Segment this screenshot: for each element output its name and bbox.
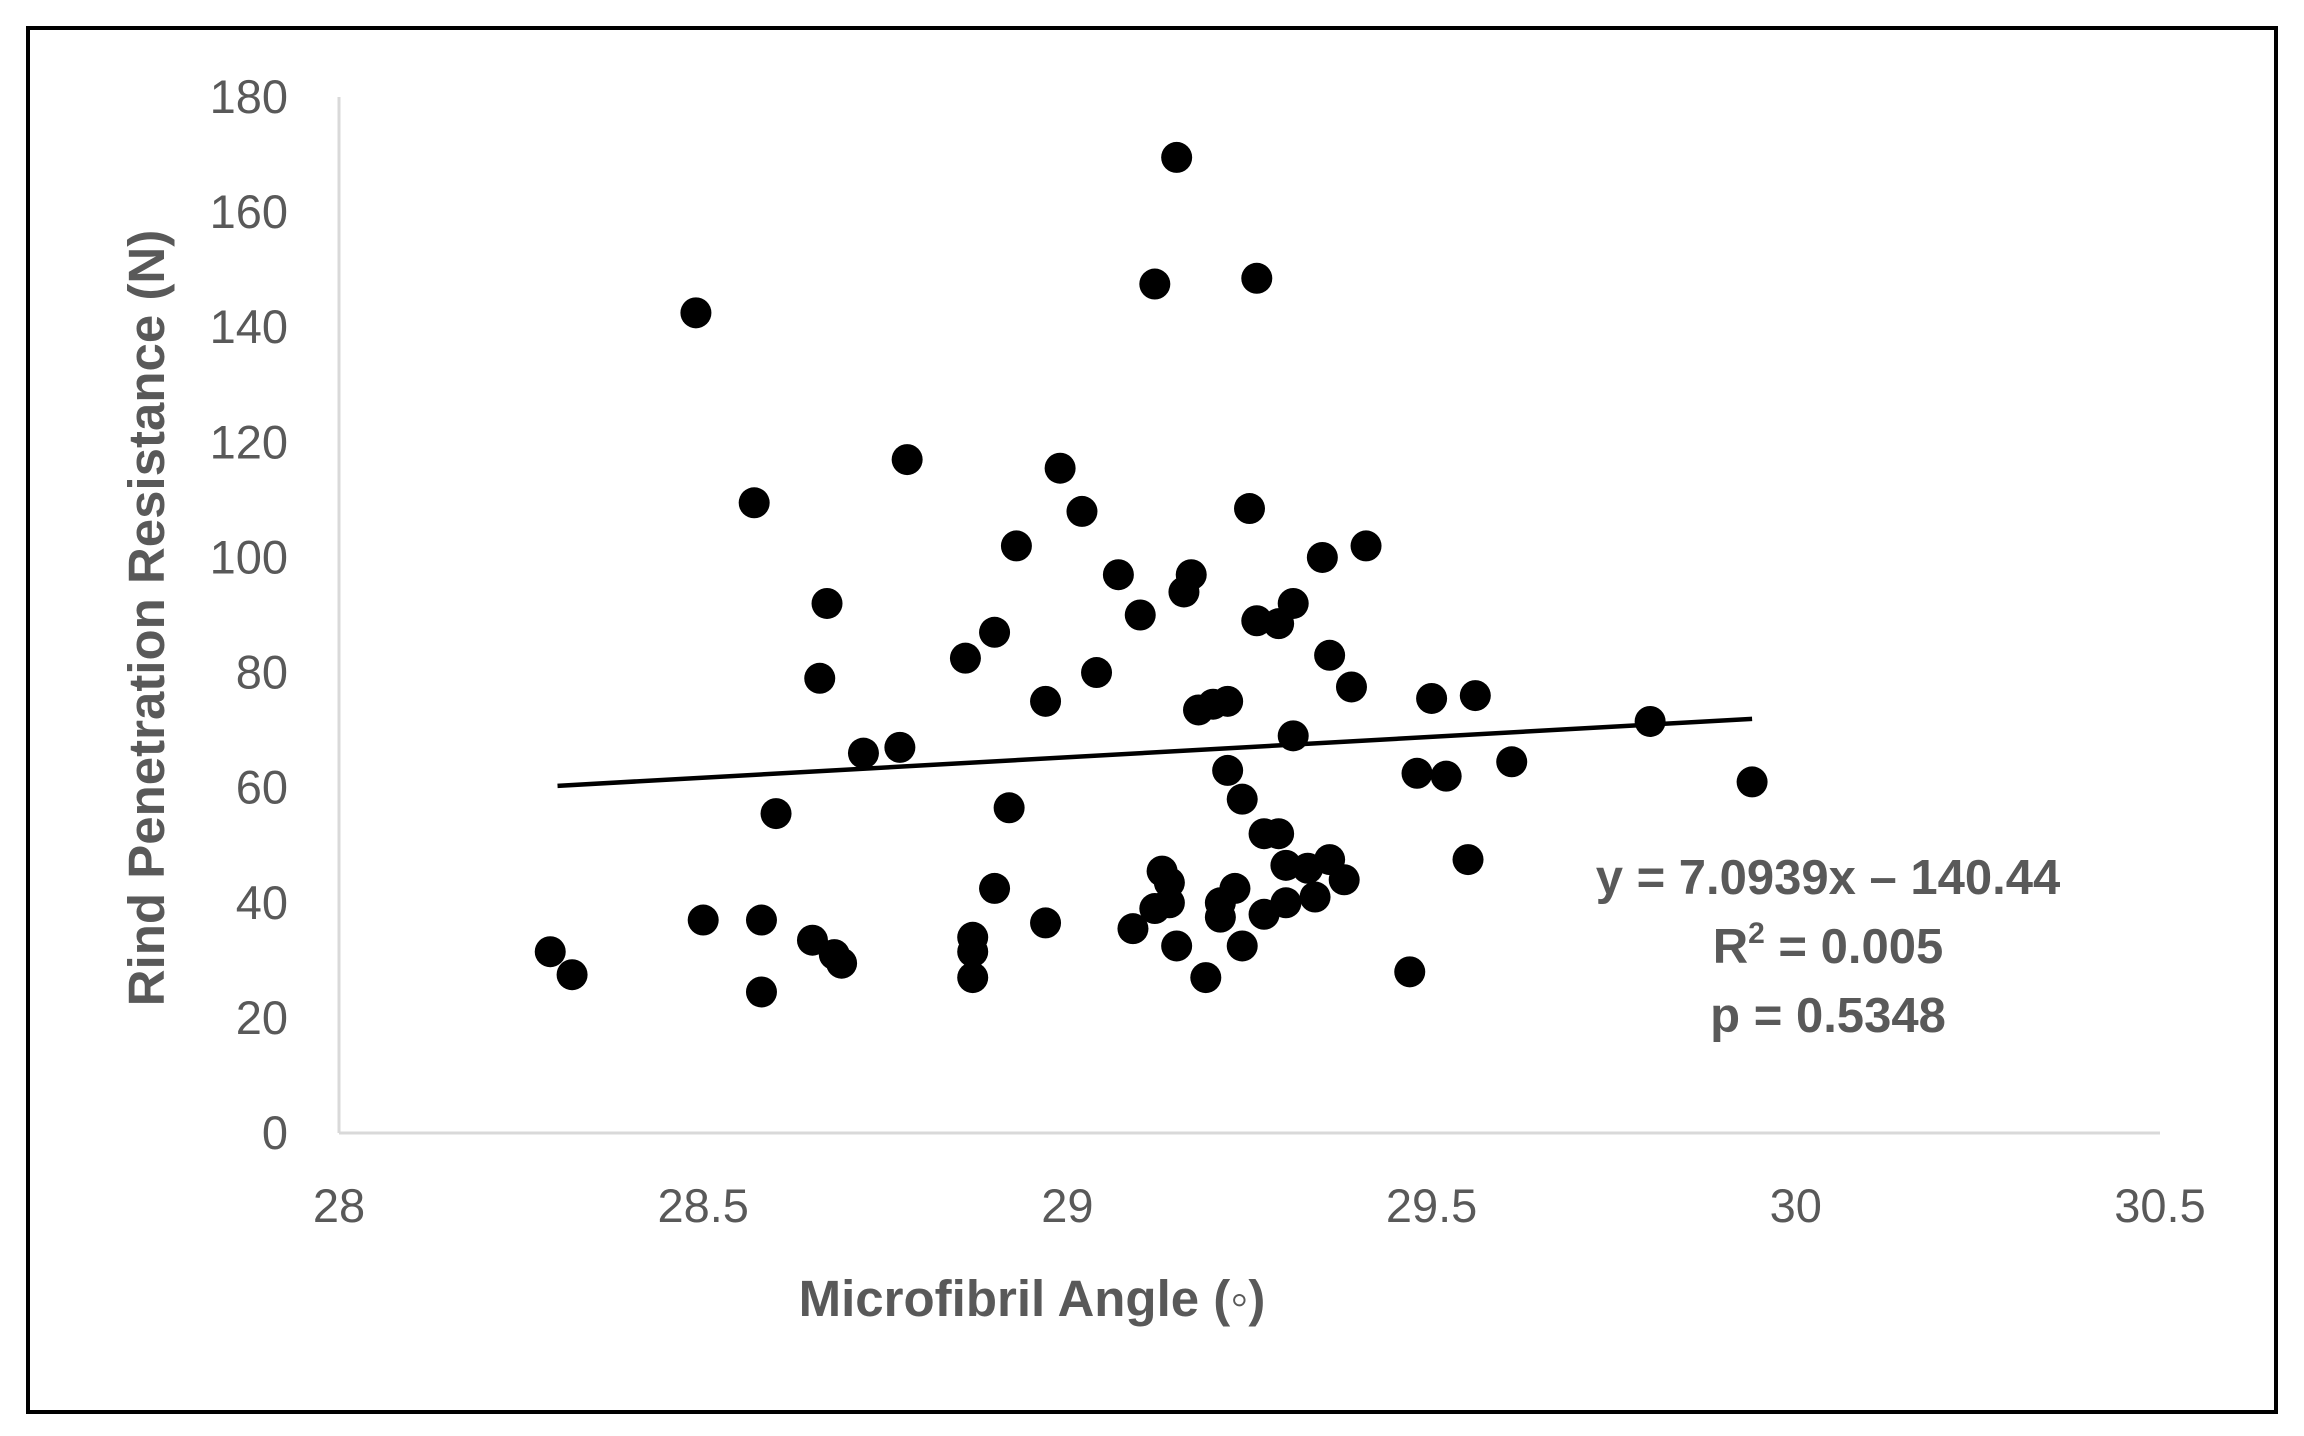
y-tick-label: 20	[236, 991, 288, 1044]
data-point	[687, 904, 719, 936]
data-point	[1496, 746, 1528, 778]
data-point	[1030, 907, 1062, 939]
data-point	[1416, 682, 1448, 714]
data-point	[1117, 913, 1149, 945]
outer-border	[26, 26, 2278, 1414]
y-tick-label: 180	[210, 70, 288, 123]
data-point	[1401, 757, 1433, 789]
data-point	[1234, 493, 1265, 525]
p-value-label: p = 0.5348	[1710, 989, 1946, 1043]
trendline-layer	[557, 716, 1753, 789]
data-point	[979, 872, 1011, 904]
data-points	[534, 141, 1768, 1008]
data-point	[1066, 495, 1098, 527]
data-point	[811, 587, 843, 619]
data-point	[1175, 559, 1207, 591]
data-point	[760, 798, 792, 830]
data-point	[1030, 685, 1062, 717]
x-tick-label: 29.5	[1386, 1179, 1477, 1232]
data-point	[949, 642, 981, 674]
data-point	[1459, 680, 1491, 712]
data-point	[1212, 685, 1244, 717]
data-point	[1270, 887, 1302, 919]
y-tick-label: 80	[236, 646, 288, 699]
data-point	[979, 616, 1011, 648]
data-point	[1241, 262, 1273, 294]
y-tick-label: 140	[210, 300, 288, 353]
data-point	[796, 924, 828, 956]
x-tick-label: 29	[1041, 1179, 1093, 1232]
data-point	[1350, 530, 1382, 562]
x-tick-label: 30	[1770, 1179, 1822, 1232]
x-tick-label: 28	[313, 1179, 365, 1232]
r-squared-label: R2 = 0.005	[1713, 917, 1944, 974]
x-axis-title: Microfibril Angle (◦)	[799, 1270, 1266, 1327]
data-point	[1299, 881, 1331, 913]
data-point	[957, 962, 989, 994]
data-point	[891, 444, 923, 476]
y-tick-label: 60	[236, 761, 288, 814]
data-point	[1124, 599, 1156, 631]
data-point	[1634, 705, 1666, 737]
x-tick-label: 30.5	[2114, 1179, 2205, 1232]
data-point	[1190, 962, 1222, 994]
y-tick-label: 40	[236, 876, 288, 929]
data-point	[1277, 587, 1309, 619]
data-point	[1226, 930, 1258, 962]
data-point	[1263, 818, 1295, 850]
data-point	[1430, 760, 1462, 792]
y-axis-title: Rind Penetration Resistance (N)	[118, 230, 175, 1006]
data-point	[957, 936, 989, 968]
trendline	[557, 716, 1753, 789]
y-tick-label: 100	[210, 530, 288, 583]
data-point	[1081, 657, 1113, 689]
data-point	[1328, 864, 1360, 896]
y-tick-label: 0	[262, 1106, 288, 1159]
data-point	[1452, 844, 1484, 876]
data-point	[826, 947, 858, 979]
r-squared-superscript: 2	[1748, 917, 1765, 950]
data-point	[1736, 766, 1768, 798]
y-tick-label: 160	[210, 185, 288, 238]
r-squared-prefix: R	[1713, 920, 1748, 974]
data-point	[1102, 559, 1134, 591]
data-point	[804, 662, 836, 694]
data-point	[1044, 452, 1076, 484]
data-point	[1219, 872, 1251, 904]
data-point	[1314, 639, 1346, 671]
data-point	[993, 792, 1025, 824]
data-point	[1139, 268, 1171, 300]
data-point	[534, 936, 566, 968]
data-point	[1153, 887, 1185, 919]
r-squared-value: = 0.005	[1765, 920, 1943, 974]
data-point	[847, 737, 879, 769]
data-point	[1000, 530, 1032, 562]
data-point	[1394, 956, 1426, 988]
data-point	[1306, 541, 1338, 573]
data-point	[1161, 930, 1193, 962]
equation-label: y = 7.0939x – 140.44	[1596, 851, 2061, 905]
data-point	[680, 297, 712, 329]
data-point	[738, 487, 770, 519]
data-point	[884, 731, 916, 763]
axes: 0 20 40 60 80 100 120 140 160 180 28 28.5 29 29.5 30 30…	[210, 70, 2206, 1232]
data-point	[1161, 141, 1193, 173]
data-point	[556, 959, 588, 991]
data-point	[1226, 783, 1258, 815]
y-tick-label: 120	[210, 415, 288, 468]
data-point	[745, 904, 777, 936]
x-tick-label: 28.5	[657, 1179, 748, 1232]
data-point	[1212, 754, 1244, 786]
data-point	[1335, 671, 1367, 703]
data-point	[745, 976, 777, 1008]
